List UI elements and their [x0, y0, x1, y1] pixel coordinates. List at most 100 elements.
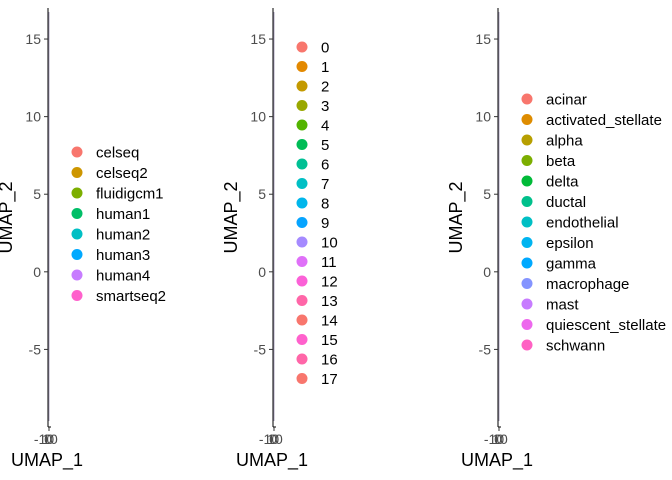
legend-key-2: [296, 158, 308, 170]
legend-key-2: [296, 256, 308, 267]
legend-key-1: [71, 167, 83, 178]
legend-label-3: acinar: [546, 92, 587, 109]
legend-key-3: [521, 278, 533, 289]
legend-label-3: delta: [546, 174, 579, 191]
legend-key-3: [521, 298, 533, 310]
legend-key-2: [296, 119, 308, 131]
legend-key-2: [296, 295, 308, 306]
legend-key-3: [521, 339, 533, 351]
y-tick-label-1: -5: [29, 341, 42, 357]
x-axis-title-1: UMAP_1: [11, 450, 83, 471]
legend-label-3: epsilon: [546, 235, 594, 252]
legend-label-3: beta: [546, 153, 576, 170]
legend-key-3: [521, 319, 533, 330]
legend-key-2: [296, 373, 308, 384]
legend-key-2: [296, 178, 308, 189]
legend-label-3: endothelial: [546, 215, 619, 232]
legend-key-2: [296, 61, 308, 72]
x-tick-label-3: 10: [492, 431, 508, 447]
legend-key-1: [71, 228, 83, 240]
legend-label-2: 10: [321, 235, 338, 252]
legend-label-1: human2: [96, 227, 150, 244]
legend-key-2: [296, 275, 308, 287]
legend-label-2: 4: [321, 118, 329, 135]
y-axis-title-2: UMAP_2: [221, 181, 242, 253]
x-axis-title-3: UMAP_1: [461, 450, 533, 471]
x-tick-label-3: 0: [494, 431, 502, 447]
legend-label-2: 1: [321, 59, 329, 76]
legend-key-3: [521, 216, 533, 228]
legend-label-1: human1: [96, 206, 150, 223]
x-tick-label-1: 0: [44, 431, 52, 447]
legend-label-3: ductal: [546, 194, 586, 211]
legend-label-2: 8: [321, 196, 329, 213]
legend-key-2: [296, 80, 308, 92]
legend-label-3: activated_stellate: [546, 112, 662, 129]
legend-label-3: schwann: [546, 338, 605, 355]
legend-label-3: mast: [546, 297, 579, 314]
legend-key-2: [296, 314, 308, 326]
y-tick-label-1: 15: [25, 31, 41, 47]
y-tick-label-1: 5: [33, 186, 41, 202]
y-tick-label-1: 0: [33, 264, 41, 280]
legend-key-3: [521, 237, 533, 248]
y-tick-label-3: 10: [475, 109, 491, 125]
legend-label-2: 7: [321, 176, 329, 193]
legend-key-2: [296, 41, 308, 53]
x-tick-label-2: 0: [269, 431, 277, 447]
legend-key-2: [296, 197, 308, 209]
legend-label-1: human4: [96, 268, 150, 285]
legend-key-1: [71, 249, 83, 260]
x-tick-label-2: -10: [259, 431, 279, 447]
x-tick-label-2: 10: [267, 431, 283, 447]
y-tick-label-2: 15: [250, 31, 266, 47]
legend-key-2: [296, 217, 308, 228]
legend-label-2: 2: [321, 79, 329, 96]
legend-key-1: [71, 269, 83, 281]
legend-label-3: gamma: [546, 256, 597, 273]
legend-key-2: [296, 139, 308, 150]
legend-key-2: [296, 353, 308, 365]
legend-key-2: [296, 334, 308, 345]
legend-key-3: [521, 114, 533, 125]
y-axis-title-3: UMAP_2: [446, 181, 467, 253]
y-tick-label-2: 5: [258, 186, 266, 202]
legend-label-2: 5: [321, 137, 329, 154]
legend-label-2: 14: [321, 313, 338, 330]
legend-key-3: [521, 155, 533, 166]
legend-key-3: [521, 196, 533, 207]
legend-label-2: 17: [321, 371, 338, 388]
legend-label-2: 12: [321, 274, 338, 291]
legend-key-1: [71, 208, 83, 219]
y-tick-label-1: 10: [25, 109, 41, 125]
legend-key-3: [521, 175, 533, 187]
legend-label-2: 3: [321, 98, 329, 115]
x-axis-title-2: UMAP_1: [236, 450, 308, 471]
x-tick-label-1: 10: [42, 431, 58, 447]
legend-key-1: [71, 187, 83, 199]
legend-key-3: [521, 134, 533, 146]
legend-label-1: smartseq2: [96, 288, 166, 305]
legend-label-3: quiescent_stellate: [546, 317, 666, 334]
legend-label-2: 15: [321, 332, 338, 349]
legend-key-2: [296, 236, 308, 248]
legend-label-3: macrophage: [546, 276, 629, 293]
legend-label-1: celseq2: [96, 165, 148, 182]
legend-label-3: alpha: [546, 133, 583, 150]
x-tick-label-1: -10: [34, 431, 54, 447]
y-tick-label-3: -5: [479, 341, 492, 357]
legend-label-1: fluidigcm1: [96, 186, 164, 203]
legend-key-2: [296, 100, 308, 111]
legend-label-2: 16: [321, 352, 338, 369]
legend-label-1: celseq: [96, 145, 139, 162]
legend-label-2: 0: [321, 40, 329, 57]
y-tick-label-3: 0: [483, 264, 491, 280]
x-tick-label-3: -10: [484, 431, 504, 447]
y-tick-label-3: 5: [483, 186, 491, 202]
y-axis-title-1: UMAP_2: [0, 181, 17, 253]
legend-key-3: [521, 257, 533, 269]
legend-label-2: 6: [321, 157, 329, 174]
legend-label-2: 9: [321, 215, 329, 232]
legend-key-1: [71, 290, 83, 301]
